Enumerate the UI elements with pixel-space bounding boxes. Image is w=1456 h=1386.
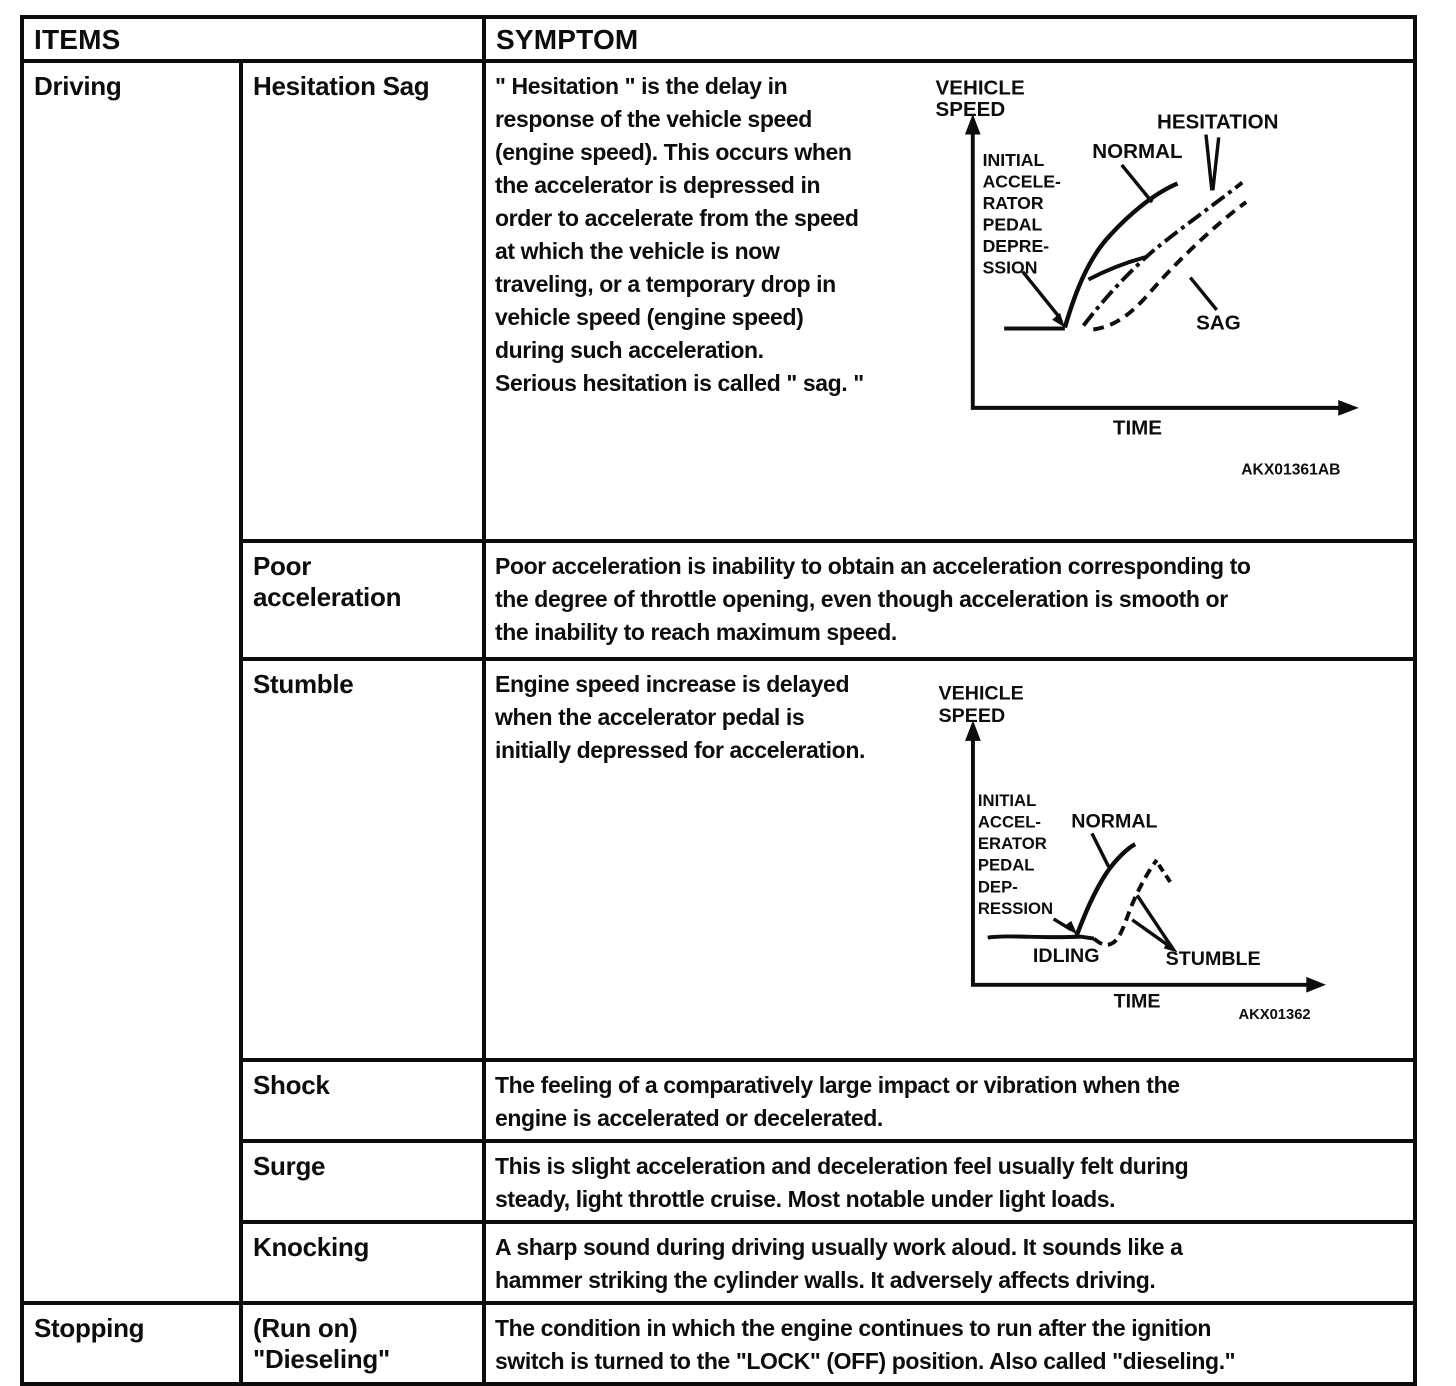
surge-description: This is slight acceleration and decelera… xyxy=(495,1153,1189,1212)
header-symptom: SYMPTOM xyxy=(482,15,1417,63)
table-row: Stopping (Run on) "Dieseling" The condit… xyxy=(20,1301,1417,1386)
initial-depression-label: PEDAL xyxy=(983,215,1043,235)
table-row: Poor acceleration Poor acceleration is i… xyxy=(22,539,1417,661)
depression-arrow-icon xyxy=(1052,312,1065,328)
sub-hesitation-sag: Hesitation Sag xyxy=(239,59,486,543)
normal-curve xyxy=(1074,842,1137,938)
sag-label: SAG xyxy=(1196,311,1241,334)
symptom-hesitation-sag: " Hesitation " is the delay in response … xyxy=(482,59,1417,543)
hesitation-sag-figure: VEHICLE SPEED INITIAL ACCELE- RATOR PEDA… xyxy=(936,76,1359,479)
initial-depression-label: DEPRE- xyxy=(983,236,1050,256)
symptom-stumble: Engine speed increase is delayed when th… xyxy=(482,657,1417,1062)
curves xyxy=(1004,134,1248,332)
initial-depression-label: SSION xyxy=(983,258,1038,278)
sub-knocking: Knocking xyxy=(239,1220,486,1305)
stumble-figure: VEHICLE SPEED INITIAL ACCEL- ERATOR PEDA… xyxy=(939,683,1326,1024)
curves xyxy=(987,832,1178,953)
sub-poor-acceleration: Poor acceleration xyxy=(239,539,486,661)
y-axis-label: VEHICLE xyxy=(939,683,1024,705)
initial-depression-label: INITIAL xyxy=(978,791,1036,810)
normal-label: NORMAL xyxy=(1071,810,1157,832)
figure-code: AKX01361AB xyxy=(1241,462,1340,479)
dieseling-description: The condition in which the engine contin… xyxy=(495,1315,1236,1374)
initial-depression-label: PEDAL xyxy=(978,856,1035,875)
knocking-description: A sharp sound during driving usually wor… xyxy=(495,1234,1183,1293)
symptom-table: ITEMS SYMPTOM Driving Hesitation Sag " H… xyxy=(20,15,1417,1386)
sag-pointer xyxy=(1188,276,1219,311)
table-row: Driving Hesitation Sag " Hesitation " is… xyxy=(20,59,1417,1305)
hesitation-curve xyxy=(1081,180,1244,327)
sub-shock: Shock xyxy=(239,1058,486,1143)
symptom-shock: The feeling of a comparatively large imp… xyxy=(482,1058,1417,1143)
stumble-curve-echo xyxy=(1157,863,1173,884)
table-row: Stumble Engine speed increase is delayed… xyxy=(22,657,1417,1062)
stumble-description: Engine speed increase is delayed when th… xyxy=(495,671,865,763)
stumble-curve xyxy=(1092,858,1159,947)
x-axis-label: TIME xyxy=(1113,416,1162,439)
sub-stumble: Stumble xyxy=(239,657,486,1062)
initial-depression-label: DEP- xyxy=(978,877,1018,896)
figure-text: VEHICLE SPEED INITIAL ACCELE- RATOR PEDA… xyxy=(936,76,1341,478)
shock-description: The feeling of a comparatively large imp… xyxy=(495,1072,1180,1131)
stumble-label: STUMBLE xyxy=(1166,948,1261,970)
figure-text: VEHICLE SPEED INITIAL ACCEL- ERATOR PEDA… xyxy=(939,683,1311,1024)
x-axis-label: TIME xyxy=(1114,990,1161,1012)
y-axis-arrow-icon xyxy=(964,113,981,135)
figure-code: AKX01362 xyxy=(1238,1007,1310,1023)
y-axis-arrow-icon xyxy=(965,720,981,741)
x-axis-arrow-icon xyxy=(1338,400,1359,416)
hesitation-branch xyxy=(1087,255,1147,282)
normal-pointer xyxy=(1090,832,1111,868)
axes xyxy=(964,113,1359,416)
symptom-surge: This is slight acceleration and decelera… xyxy=(482,1139,1417,1224)
poor-acceleration-description: Poor acceleration is inability to obtain… xyxy=(495,553,1251,645)
stumble-pointer xyxy=(1131,894,1174,950)
normal-curve xyxy=(1062,181,1179,329)
y-axis-label: SPEED xyxy=(936,98,1006,121)
item-driving: Driving xyxy=(20,59,243,1305)
sag-curve xyxy=(1092,200,1248,332)
symptom-knocking: A sharp sound during driving usually wor… xyxy=(482,1220,1417,1305)
item-stopping: Stopping xyxy=(20,1301,243,1386)
axes xyxy=(965,720,1326,993)
depression-pointer xyxy=(1021,270,1061,318)
normal-pointer xyxy=(1120,163,1154,204)
header-row: ITEMS SYMPTOM xyxy=(20,15,1417,63)
y-axis-label: SPEED xyxy=(939,705,1006,727)
initial-depression-label: INITIAL xyxy=(983,150,1045,170)
initial-depression-label: RESSION xyxy=(978,899,1053,918)
stumble-arrow-icon xyxy=(1163,939,1178,953)
hesitation-description: " Hesitation " is the delay in response … xyxy=(495,73,864,396)
header-items: ITEMS xyxy=(20,15,486,63)
initial-depression-label: ACCEL- xyxy=(978,812,1041,831)
sub-surge: Surge xyxy=(239,1139,486,1224)
stumble-cell-content: Engine speed increase is delayed when th… xyxy=(486,661,1413,1044)
table-row: Knocking A sharp sound during driving us… xyxy=(22,1220,1417,1305)
x-axis-arrow-icon xyxy=(1306,976,1326,993)
idling-label: IDLING xyxy=(1033,945,1100,967)
depression-arrow-icon xyxy=(1063,920,1078,935)
hesitation-pointer xyxy=(1204,134,1221,191)
normal-label: NORMAL xyxy=(1092,140,1182,163)
initial-depression-label: ACCELE- xyxy=(983,171,1061,191)
symptom-dieseling: The condition in which the engine contin… xyxy=(482,1301,1417,1386)
table-row: Shock The feeling of a comparatively lar… xyxy=(22,1058,1417,1143)
symptom-poor-acceleration: Poor acceleration is inability to obtain… xyxy=(482,539,1417,661)
initial-depression-label: ERATOR xyxy=(978,834,1047,853)
sub-dieseling: (Run on) "Dieseling" xyxy=(239,1301,486,1386)
table-row: Surge This is slight acceleration and de… xyxy=(22,1139,1417,1224)
initial-depression-label: RATOR xyxy=(983,193,1044,213)
y-axis-label: VEHICLE xyxy=(936,76,1025,99)
hesitation-label: HESITATION xyxy=(1157,111,1278,134)
hesitation-cell-content: " Hesitation " is the delay in response … xyxy=(486,63,1413,499)
